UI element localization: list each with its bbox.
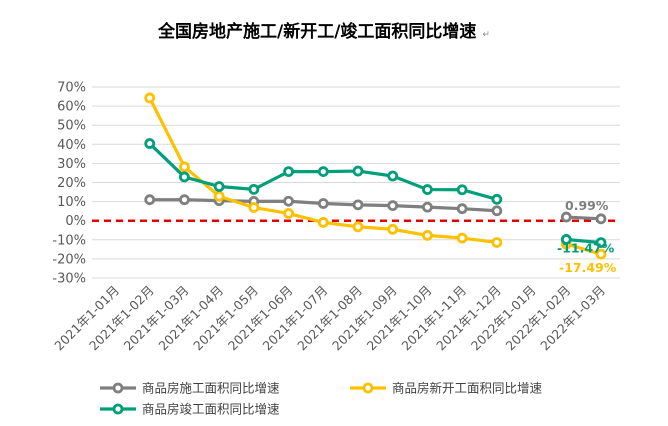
series-line <box>564 215 603 221</box>
y-tick-label: 30% <box>57 157 86 172</box>
data-point <box>595 248 607 260</box>
data-point <box>283 195 294 207</box>
data-point <box>387 170 399 182</box>
legend-swatch-marker <box>362 382 374 394</box>
chart-title: 全国房地产施工/新开工/竣工面积同比增速 ↵ <box>157 21 490 42</box>
y-axis: 70% 60% 50% 40% 30% 20% 10% 0% -10% -20% -30% <box>52 81 86 287</box>
y-tick-label: 10% <box>57 195 86 210</box>
y-tick-label: 60% <box>57 100 86 115</box>
data-point <box>144 194 156 206</box>
data-label: -11.47% <box>557 241 615 256</box>
data-point <box>595 237 607 249</box>
data-point <box>283 208 294 219</box>
y-tick-label: -30% <box>52 272 86 287</box>
data-point <box>352 221 364 233</box>
legend-label: 商品房竣工面积同比增速 <box>142 402 280 417</box>
data-point <box>248 183 260 195</box>
data-point <box>317 217 329 228</box>
data-point <box>352 165 364 177</box>
legend-swatch-marker <box>112 382 124 394</box>
data-point <box>422 230 433 241</box>
data-point <box>387 200 399 212</box>
data-point <box>144 92 156 104</box>
data-point <box>317 198 329 209</box>
x-axis: 2021年1-01月2021年1-02月2021年1-03月2021年1-04月… <box>51 283 608 354</box>
y-tick-label: 50% <box>57 119 86 134</box>
data-point <box>387 223 399 235</box>
data-point <box>595 213 607 225</box>
data-point <box>144 138 156 149</box>
data-point <box>422 184 433 195</box>
legend-label: 商品房施工面积同比增速 <box>142 381 280 396</box>
legend-item: 商品房新开工面积同比增速 <box>350 381 543 396</box>
data-point <box>491 193 503 205</box>
data-point <box>213 181 225 192</box>
data-point <box>491 205 503 217</box>
data-point <box>352 199 364 211</box>
data-label: 0.99% <box>565 198 609 213</box>
legend-item: 商品房竣工面积同比增速 <box>100 402 280 417</box>
y-tick-label: 70% <box>57 81 86 96</box>
data-point <box>560 234 572 245</box>
data-point <box>422 201 433 213</box>
chart-title-mark: ↵ <box>482 30 490 40</box>
data-point <box>248 202 260 213</box>
series-2 <box>144 138 607 249</box>
legend-item: 商品房施工面积同比增速 <box>100 381 280 396</box>
data-point <box>213 190 225 202</box>
y-tick-label: 0% <box>65 214 86 229</box>
legend-swatch-marker <box>112 403 124 415</box>
gridlines <box>92 86 620 279</box>
y-tick-label: -20% <box>52 252 86 267</box>
data-point <box>456 184 468 196</box>
y-tick-label: 40% <box>57 138 86 153</box>
data-point <box>179 161 190 173</box>
series-line <box>564 242 603 256</box>
data-point <box>317 166 329 178</box>
legend-label: 商品房新开工面积同比增速 <box>392 381 543 396</box>
data-point <box>560 211 572 223</box>
series-1 <box>144 92 607 260</box>
data-label: -17.49% <box>559 260 617 275</box>
y-tick-label: -10% <box>52 233 86 248</box>
y-tick-label: 20% <box>57 176 86 191</box>
series-0 <box>144 194 607 225</box>
data-point <box>179 194 190 206</box>
data-annotations: 0.99% -11.47% -17.49% <box>557 198 617 275</box>
series-line <box>564 237 603 245</box>
chart-title-text: 全国房地产施工/新开工/竣工面积同比增速 <box>157 21 476 42</box>
data-point <box>491 237 503 248</box>
series-lines <box>144 92 607 260</box>
data-point <box>456 232 468 244</box>
data-point <box>456 203 468 215</box>
data-point <box>283 166 294 178</box>
data-point <box>179 171 190 183</box>
